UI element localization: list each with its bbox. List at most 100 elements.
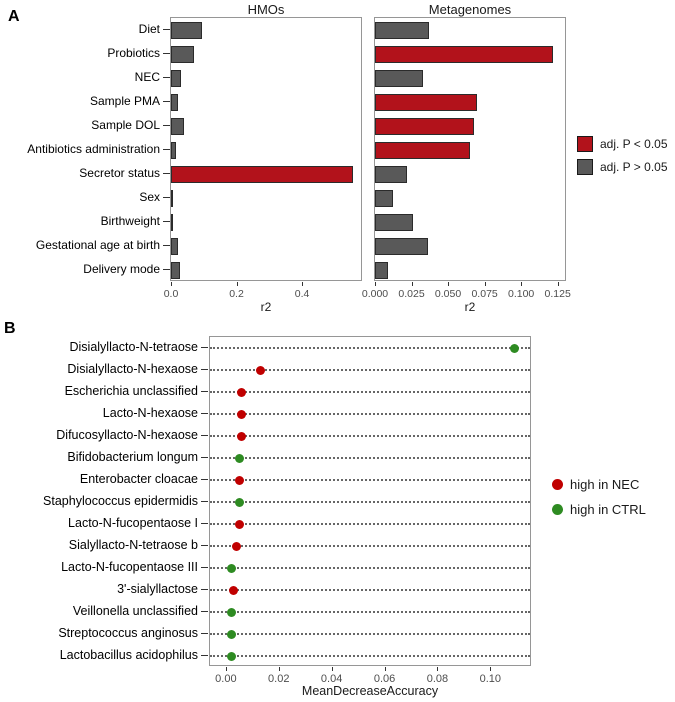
bar-significant — [171, 165, 353, 183]
bar-not-significant — [171, 93, 179, 111]
x-tick — [375, 282, 376, 286]
y-tick — [163, 245, 170, 246]
x-tick — [278, 667, 280, 671]
bar-not-significant — [375, 69, 424, 87]
legend-b-entry-nec: high in NEC — [552, 477, 646, 492]
panel-b-category-label: Streptococcus anginosus — [58, 626, 198, 640]
row-gridline — [210, 347, 530, 349]
panel-b-category-label: Sialyllacto-N-tetraose b — [68, 538, 198, 552]
y-tick — [201, 501, 208, 502]
x-tick — [484, 282, 486, 286]
legend-a-label-significant: adj. P < 0.05 — [600, 137, 668, 151]
x-tick-label: 0.4 — [294, 288, 310, 300]
x-tick-label: 0.04 — [320, 673, 343, 685]
panel-b-category-labels: Disialyllacto-N-tetraose Disialyllacto-N-… — [0, 336, 198, 666]
panel-b-label: B — [4, 320, 16, 337]
bar-not-significant — [171, 261, 181, 279]
y-tick — [163, 53, 170, 54]
bar-significant — [375, 93, 478, 111]
row-gridline — [210, 655, 530, 657]
facet-title-hmos: HMOs — [247, 2, 285, 17]
panel-b-y-axis-ticks — [201, 336, 208, 666]
x-tick — [490, 667, 492, 671]
data-point-nec — [237, 387, 247, 397]
bar-not-significant — [171, 189, 173, 207]
panel-b-category-label: Escherichia unclassified — [64, 384, 198, 398]
x-tick — [437, 667, 439, 671]
legend-b-label-nec: high in NEC — [570, 477, 640, 492]
data-point-nec — [255, 365, 265, 375]
panel-a-category-label: Diet — [138, 22, 160, 36]
panel-a-category-label: Sex — [139, 190, 160, 204]
x-tick-label: 0.00 — [215, 673, 237, 685]
y-tick — [201, 435, 208, 436]
x-tick-label: 0.000 — [361, 288, 389, 300]
x-tick-label: 0.0 — [163, 288, 179, 300]
x-tick-label: 0.08 — [426, 673, 449, 685]
panel-b-category-label: Lacto-N-fucopentaose I — [68, 516, 198, 530]
y-tick — [201, 655, 208, 656]
bar-not-significant — [171, 117, 185, 135]
dotplot-x-axis: 0.00 0.02 0.04 0.06 0.08 0.10 — [210, 667, 530, 693]
row-gridline — [210, 545, 530, 547]
bar-significant — [375, 117, 475, 135]
bar-significant — [375, 141, 470, 159]
y-tick — [163, 221, 170, 222]
x-tick-label: 0.125 — [544, 288, 571, 300]
y-tick — [163, 269, 170, 270]
x-tick-label: 0.10 — [479, 673, 502, 685]
y-tick — [163, 125, 170, 126]
x-tick-label: 0.2 — [229, 288, 244, 300]
facet-title-metagenomes: Metagenomes — [428, 2, 512, 17]
bar-not-significant — [171, 69, 181, 87]
legend-b-label-ctrl: high in CTRL — [570, 502, 646, 517]
data-point-ctrl — [509, 343, 519, 353]
hmos-x-axis: 0.0 0.2 0.4 — [164, 282, 361, 308]
y-tick — [201, 347, 208, 348]
y-tick — [201, 523, 208, 524]
data-point-ctrl — [234, 453, 244, 463]
legend-a-entry-significant: adj. P < 0.05 — [577, 136, 668, 152]
row-gridline — [210, 435, 530, 437]
data-point-ctrl — [226, 651, 236, 661]
x-tick-label: 0.075 — [471, 288, 498, 300]
x-tick-label: 0.025 — [398, 288, 425, 300]
x-tick — [225, 667, 227, 671]
row-gridline — [210, 369, 530, 371]
data-point-nec — [231, 541, 241, 551]
y-tick — [201, 545, 208, 546]
x-tick — [171, 282, 172, 286]
x-tick — [331, 667, 333, 671]
data-point-ctrl — [226, 607, 236, 617]
y-tick — [201, 479, 208, 480]
panel-a-category-labels: Diet Probiotics NEC Sample PMA Sample DOL Ant… — [0, 17, 160, 281]
panel-b-category-label: Lacto-N-fucopentaose III — [61, 560, 198, 574]
data-point-nec — [229, 585, 239, 595]
panel-a-category-label: Birthweight — [100, 214, 160, 228]
y-tick — [163, 149, 170, 150]
panel-a-category-label: Delivery mode — [83, 262, 160, 276]
row-gridline — [210, 501, 530, 503]
row-gridline — [210, 479, 530, 481]
row-gridline — [210, 413, 530, 415]
y-tick — [201, 413, 208, 414]
row-gridline — [210, 611, 530, 613]
significant-color-swatch — [577, 136, 593, 152]
panel-b-category-label: Bifidobacterium longum — [67, 450, 198, 464]
y-tick — [163, 173, 170, 174]
bar-not-significant — [171, 213, 173, 231]
metagenomes-plot-area — [374, 17, 566, 281]
data-point-nec — [234, 475, 244, 485]
x-tick — [557, 282, 559, 286]
y-tick — [201, 633, 208, 634]
x-tick — [448, 282, 450, 286]
row-gridline — [210, 633, 530, 635]
bar-not-significant — [375, 237, 428, 255]
legend-b-entry-ctrl: high in CTRL — [552, 502, 646, 517]
data-point-nec — [234, 519, 244, 529]
row-gridline — [210, 589, 530, 591]
bar-not-significant — [171, 45, 194, 63]
panel-b-category-label: Enterobacter cloacae — [79, 472, 198, 486]
panel-b-category-label: Difucosyllacto-N-hexaose — [56, 428, 198, 442]
